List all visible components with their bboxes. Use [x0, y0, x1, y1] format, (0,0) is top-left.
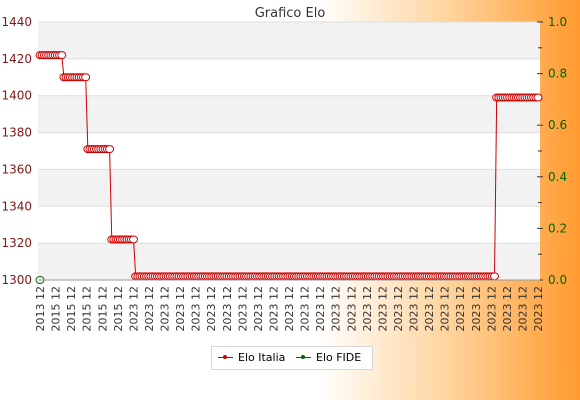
x-tick-label: 2023 12	[205, 286, 218, 332]
x-tick-label: 2023 12	[252, 286, 265, 332]
y-left-tick-label: 1380	[1, 126, 32, 140]
x-tick-label: 2023 12	[127, 286, 140, 332]
x-tick-label: 2023 12	[143, 286, 156, 332]
grid-band	[38, 95, 540, 133]
x-tick-label: 2023 12	[174, 286, 187, 332]
x-tick-label: 2023 12	[470, 286, 483, 332]
data-point-elo-italia	[81, 73, 91, 82]
x-tick-label: 2023 12	[392, 286, 405, 332]
y-left-tick-label: 1360	[1, 162, 32, 176]
x-tick-label: 2015 12	[96, 286, 109, 332]
data-point-elo-italia	[129, 235, 139, 244]
y-left-tick-label: 1300	[1, 273, 32, 287]
x-tick-label: 2023 12	[299, 286, 312, 332]
x-tick-label: 2023 12	[485, 286, 498, 332]
y-left-tick-label: 1400	[1, 89, 32, 103]
y-right-tick-label: 0.0	[548, 273, 567, 287]
x-tick-label: 2023 12	[408, 286, 421, 332]
y-left-tick-label: 1440	[1, 15, 32, 29]
x-tick-label: 2013 12	[34, 286, 47, 332]
legend-label: Elo FIDE	[316, 351, 362, 364]
x-tick-label: 2023 12	[423, 286, 436, 332]
x-tick-label: 2015 12	[65, 286, 78, 332]
x-tick-label: 2023 12	[532, 286, 545, 332]
legend-label: Elo Italia	[238, 351, 286, 364]
data-point-elo-italia	[490, 272, 500, 281]
x-tick-label: 2023 12	[159, 286, 172, 332]
chart-title: Grafico Elo	[255, 6, 326, 21]
grid-band	[38, 169, 540, 207]
x-tick-label: 2023 12	[361, 286, 374, 332]
legend-marker-icon	[296, 355, 311, 359]
x-tick-label: 2023 12	[439, 286, 452, 332]
x-tick-label: 2023 12	[314, 286, 327, 332]
chart-legend: Elo Italia Elo FIDE	[211, 346, 373, 370]
x-tick-label: 2023 12	[376, 286, 389, 332]
data-point-elo-italia	[533, 93, 543, 102]
y-right-tick-label: 0.8	[548, 67, 567, 81]
x-tick-label: 2023 12	[236, 286, 249, 332]
x-tick-label: 2023 12	[267, 286, 280, 332]
x-tick-label: 2023 12	[221, 286, 234, 332]
x-tick-label: 2023 12	[283, 286, 296, 332]
data-point-elo-italia	[57, 51, 67, 60]
y-left-tick-label: 1340	[1, 199, 32, 213]
y-right-tick-label: 0.4	[548, 170, 567, 184]
x-tick-label: 2023 12	[345, 286, 358, 332]
x-tick-label: 2015 12	[112, 286, 125, 332]
data-point-elo-italia	[105, 145, 115, 154]
x-tick-label: 2023 12	[190, 286, 203, 332]
x-tick-label: 2023 12	[330, 286, 343, 332]
y-right-tick-label: 1.0	[548, 15, 567, 29]
x-tick-label: 2023 12	[516, 286, 529, 332]
y-right-tick-label: 0.2	[548, 221, 567, 235]
y-left-tick-label: 1420	[1, 52, 32, 66]
x-tick-label: 2023 12	[501, 286, 514, 332]
y-right-tick-label: 0.6	[548, 118, 567, 132]
x-tick-label: 2023 12	[454, 286, 467, 332]
y-left-tick-label: 1320	[1, 236, 32, 250]
grid-band	[38, 22, 540, 59]
x-tick-label: 2015 12	[50, 286, 63, 332]
x-tick-label: 2015 12	[81, 286, 94, 332]
legend-marker-icon	[218, 355, 233, 359]
